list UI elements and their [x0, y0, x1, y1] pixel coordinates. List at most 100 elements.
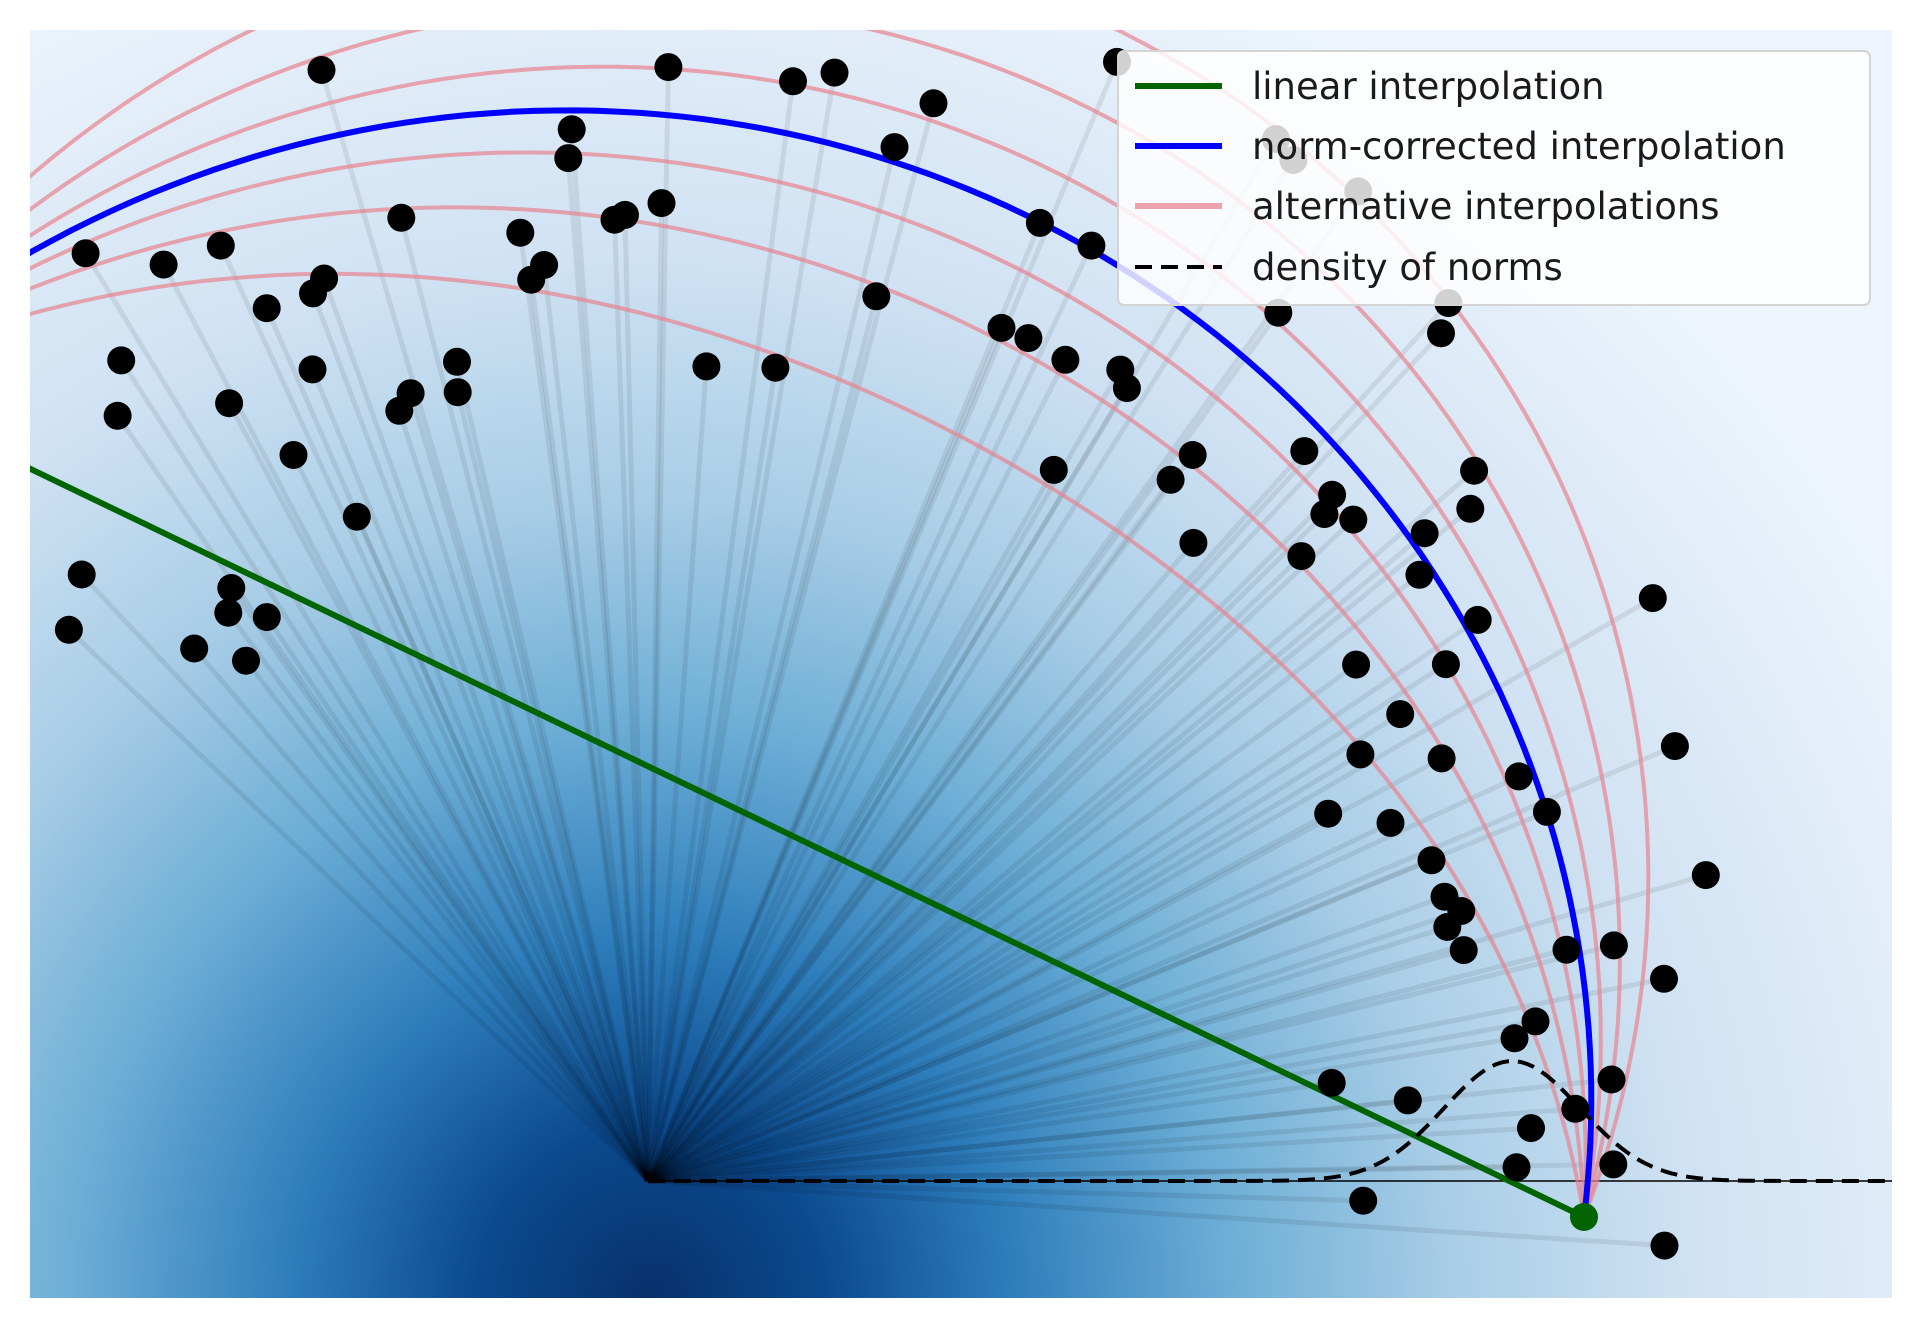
ray-line	[647, 1125, 1532, 1184]
ray-line	[528, 279, 651, 1182]
sample-point	[880, 133, 909, 162]
ray-line	[645, 478, 1173, 1183]
sample-point	[919, 89, 948, 118]
sample-point	[1427, 744, 1456, 773]
sample-point	[557, 115, 586, 144]
ray-line	[226, 611, 651, 1183]
ray-line	[398, 217, 651, 1182]
ray-line	[622, 214, 651, 1182]
ray-line	[647, 1097, 1409, 1184]
ray-line	[647, 1106, 1576, 1184]
ray-line	[646, 449, 1307, 1183]
ray-line	[647, 894, 1446, 1184]
ray-line	[645, 80, 796, 1182]
ray-line	[646, 617, 1480, 1184]
legend-box	[1117, 50, 1871, 306]
sample-point	[103, 401, 132, 430]
ray-line	[645, 358, 1068, 1183]
ray-line	[646, 531, 1427, 1183]
alternative-interpolations-layer	[30, 30, 1651, 1218]
ray-line	[647, 1035, 1515, 1184]
ray-line	[647, 857, 1433, 1184]
ray-line	[647, 1018, 1536, 1184]
sample-point	[1599, 931, 1628, 960]
ray-line	[79, 572, 650, 1183]
ray-line	[454, 361, 651, 1182]
ray-line	[218, 244, 651, 1183]
sample-point	[1460, 456, 1489, 485]
ray-line	[647, 809, 1548, 1184]
sample-point	[1502, 1153, 1531, 1182]
legend-label-alternative: alternative interpolations	[1252, 185, 1720, 228]
sample-points-layer	[54, 47, 1720, 1260]
sample-point	[180, 634, 209, 663]
sample-point	[517, 265, 546, 294]
sample-point	[611, 200, 639, 229]
ray-line	[646, 811, 1330, 1184]
alternative-interpolation-curve	[30, 271, 1586, 1218]
sample-point	[252, 603, 281, 632]
ray-line	[647, 743, 1676, 1184]
ray-line	[647, 1161, 1614, 1184]
sample-point	[779, 67, 807, 96]
ray-line	[645, 72, 837, 1182]
sample-point	[1376, 808, 1405, 837]
ray-line	[517, 232, 651, 1182]
sample-point	[387, 203, 416, 232]
density-of-norms-curve	[648, 1059, 1892, 1183]
ray-line	[229, 586, 651, 1183]
sample-point	[206, 231, 235, 260]
sample-point	[107, 346, 136, 375]
sample-point	[1346, 740, 1375, 769]
sample-point	[1463, 605, 1492, 634]
alternative-interpolation-curve	[30, 150, 1588, 1218]
legend-label-norm-corrected: norm-corrected interpolation	[1252, 125, 1786, 168]
sample-point	[215, 389, 244, 418]
ray-line	[455, 391, 651, 1182]
ray-line	[192, 646, 650, 1183]
alternative-interpolation-curve	[30, 205, 1586, 1218]
sample-point	[279, 441, 308, 469]
sample-point	[1405, 560, 1434, 589]
ray-line	[645, 67, 671, 1182]
sample-point	[820, 58, 849, 87]
alternative-interpolation-curve	[30, 64, 1603, 1218]
ray-line	[646, 468, 1476, 1183]
ray-line	[119, 359, 651, 1183]
ray-line	[161, 263, 651, 1183]
ray-line	[647, 1178, 1364, 1204]
ray-line	[408, 392, 651, 1182]
ray-line	[310, 292, 651, 1182]
ray-line	[645, 326, 1004, 1182]
linear-interpolation-line	[30, 465, 1586, 1220]
legend-label-linear: linear interpolation	[1252, 65, 1605, 108]
ray-line	[291, 453, 651, 1183]
ray-line	[645, 311, 1281, 1183]
ray-line	[645, 158, 1296, 1183]
ray-line	[645, 386, 1130, 1183]
ray-line	[645, 295, 879, 1182]
sample-point	[1500, 1024, 1529, 1053]
sample-point	[1051, 345, 1080, 374]
sample-point	[1156, 465, 1185, 494]
sample-point	[1433, 913, 1462, 941]
legend: linear interpolation norm-corrected inte…	[1117, 50, 1871, 306]
ray-line	[569, 129, 651, 1182]
sample-point	[307, 56, 336, 84]
ray-line	[645, 244, 1094, 1183]
ray-line	[646, 506, 1472, 1183]
sample-point	[862, 282, 891, 311]
sample-point	[1456, 494, 1485, 523]
sample-point	[1532, 797, 1561, 826]
sample-point	[1430, 882, 1459, 911]
ray-line	[541, 264, 651, 1182]
sample-point	[443, 378, 472, 407]
ray-line	[646, 331, 1443, 1183]
sample-point	[1521, 1007, 1550, 1036]
sample-point	[1112, 374, 1141, 403]
ray-line	[645, 337, 1031, 1183]
ray-line	[647, 942, 1615, 1184]
alternative-interpolation-curve	[30, 30, 1622, 1218]
ray-line	[226, 402, 651, 1183]
sample-point	[385, 396, 414, 425]
